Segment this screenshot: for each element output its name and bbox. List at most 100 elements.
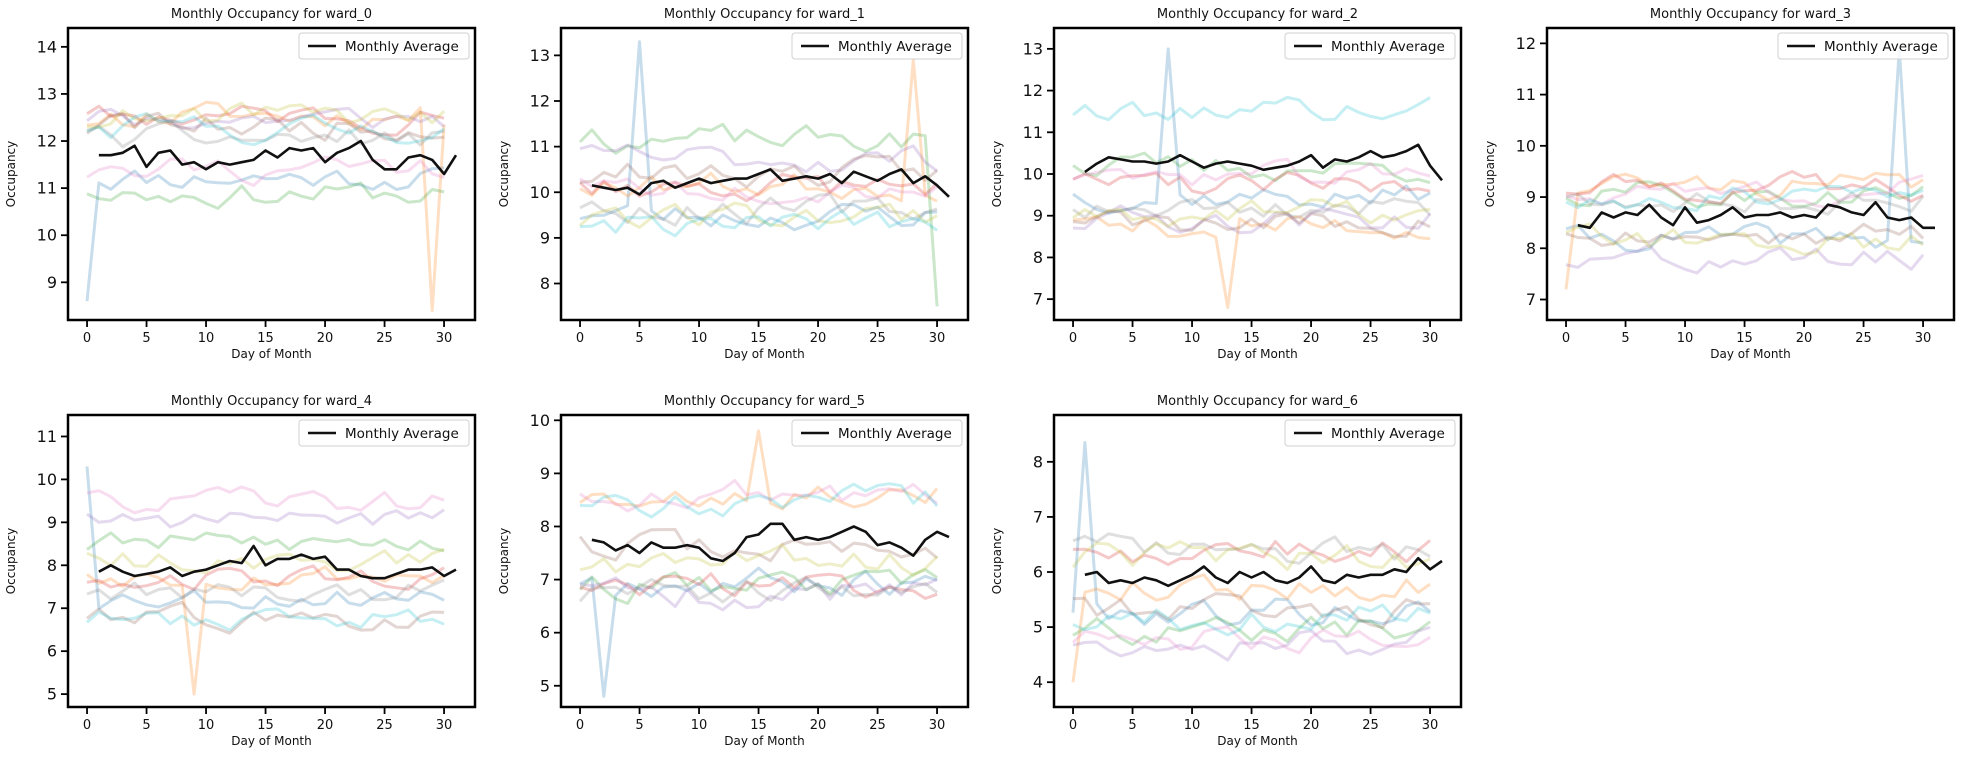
x-tick-label: 25 — [1362, 331, 1379, 346]
x-tick-label: 0 — [83, 718, 91, 733]
y-tick-label: 4 — [1033, 673, 1043, 692]
y-tick-label: 10 — [1023, 165, 1043, 184]
month-series-line — [86, 531, 445, 553]
month-series-line — [1565, 222, 1925, 247]
x-tick-label: 15 — [1243, 331, 1260, 346]
month-series-line — [579, 143, 938, 174]
month-series-line — [578, 575, 939, 604]
x-tick-label: 25 — [1855, 331, 1872, 346]
y-tick-label: 5 — [1033, 618, 1043, 637]
x-tick-label: 5 — [1621, 331, 1629, 346]
y-tick-label: 13 — [1023, 39, 1043, 58]
x-tick-label: 15 — [750, 718, 767, 733]
x-tick-label: 20 — [810, 331, 827, 346]
x-tick-label: 25 — [869, 718, 886, 733]
legend: Monthly Average — [298, 419, 470, 447]
legend-box — [1284, 419, 1456, 447]
y-tick-label: 12 — [1023, 81, 1043, 100]
legend-label: Monthly Average — [838, 426, 952, 442]
legend-label: Monthly Average — [1331, 426, 1445, 442]
y-tick-label: 11 — [37, 179, 57, 198]
y-tick-label: 11 — [1516, 85, 1536, 104]
legend-box — [298, 32, 470, 60]
month-series-line — [1072, 592, 1431, 630]
subplot-1: 0 5 10 15 20 25 30 8 9 10 11 12 13 Monthly Occupancy … — [497, 7, 970, 361]
legend-box — [1777, 32, 1949, 60]
x-tick-label: 25 — [869, 331, 886, 346]
month-series-line — [579, 429, 939, 511]
x-tick-label: 5 — [635, 718, 643, 733]
x-tick-label: 15 — [750, 331, 767, 346]
legend: Monthly Average — [1284, 32, 1456, 60]
month-series-line — [1072, 157, 1431, 187]
month-series-line — [1565, 191, 1925, 216]
month-series-line — [86, 119, 445, 149]
plot-frame — [1052, 26, 1463, 322]
x-tick-label: 30 — [436, 718, 453, 733]
y-axis-label: Occupancy — [4, 141, 18, 208]
y-axis-label: Occupancy — [4, 528, 18, 595]
y-tick-label: 8 — [1033, 452, 1043, 471]
month-series-line — [579, 209, 938, 238]
month-series-line — [579, 177, 939, 206]
chart-title: Monthly Occupancy for ward_6 — [1157, 394, 1358, 409]
y-tick-label: 9 — [47, 273, 57, 292]
x-tick-label: 10 — [198, 331, 215, 346]
x-axis-label: Day of Month — [1217, 734, 1298, 748]
y-axis-label: Occupancy — [497, 528, 511, 595]
x-tick-label: 5 — [635, 331, 643, 346]
y-tick-label: 9 — [540, 228, 550, 247]
y-tick-label: 11 — [530, 137, 550, 156]
y-tick-label: 14 — [37, 37, 57, 56]
y-tick-label: 7 — [1033, 507, 1043, 526]
subplot-5: 0 5 10 15 20 25 30 5 6 7 8 9 10 Monthly Occupancy for… — [497, 394, 970, 748]
x-tick-label: 15 — [257, 718, 274, 733]
month-series-line — [579, 543, 939, 577]
x-tick-label: 0 — [1562, 331, 1570, 346]
x-tick-label: 20 — [810, 718, 827, 733]
y-tick-label: 7 — [1526, 290, 1536, 309]
y-tick-label: 9 — [1033, 206, 1043, 225]
month-series-line — [578, 528, 939, 563]
y-axis-label: Occupancy — [990, 528, 1004, 595]
legend-box — [791, 32, 963, 60]
month-series-line — [579, 566, 938, 698]
x-tick-label: 5 — [1128, 331, 1136, 346]
y-tick-label: 10 — [1516, 136, 1536, 155]
month-series-line — [579, 482, 939, 519]
month-series-line — [86, 485, 445, 515]
month-series-line — [579, 576, 938, 612]
y-tick-label: 12 — [37, 132, 57, 151]
y-tick-label: 6 — [1033, 563, 1043, 582]
x-tick-label: 30 — [1915, 331, 1932, 346]
y-tick-label: 11 — [37, 427, 57, 446]
x-tick-label: 5 — [142, 331, 150, 346]
y-tick-label: 12 — [530, 92, 550, 111]
x-tick-label: 15 — [1736, 331, 1753, 346]
x-tick-label: 0 — [1069, 718, 1077, 733]
x-tick-label: 30 — [1422, 331, 1439, 346]
y-tick-label: 9 — [1526, 188, 1536, 207]
legend: Monthly Average — [298, 32, 470, 60]
month-series-line — [1565, 173, 1924, 209]
month-series-line — [86, 564, 445, 591]
month-series-line — [86, 111, 445, 142]
legend-label: Monthly Average — [345, 39, 459, 55]
month-series-line — [1565, 47, 1924, 253]
x-tick-label: 10 — [1677, 331, 1694, 346]
month-series-line — [86, 508, 445, 529]
y-tick-label: 12 — [1516, 34, 1536, 53]
monthly-average-line — [98, 544, 457, 580]
month-series-line — [86, 607, 445, 632]
lines-0 — [85, 100, 458, 313]
x-tick-label: 30 — [929, 718, 946, 733]
y-tick-label: 10 — [530, 183, 550, 202]
y-tick-label: 6 — [540, 623, 550, 642]
month-series-line — [1071, 573, 1431, 683]
month-series-line — [578, 568, 938, 605]
y-tick-label: 9 — [540, 464, 550, 483]
x-axis-label: Day of Month — [724, 347, 805, 361]
month-series-line — [85, 166, 445, 302]
y-tick-label: 10 — [37, 226, 57, 245]
month-series-line — [86, 578, 445, 603]
